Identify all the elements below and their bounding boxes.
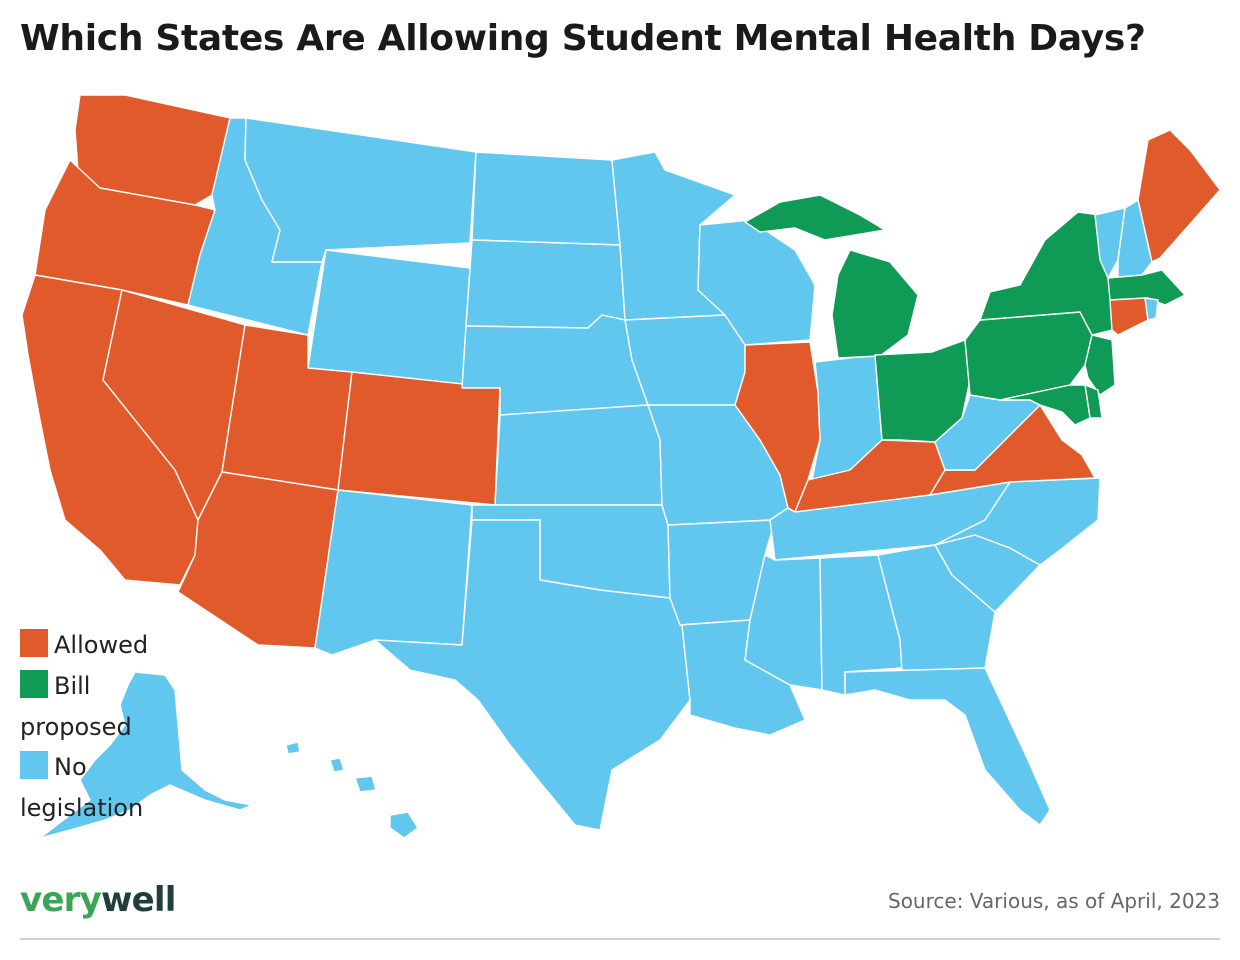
state-ak [39, 671, 253, 839]
state-co [337, 371, 501, 506]
brand-logo: verywell [20, 880, 176, 920]
state-nj [1084, 334, 1116, 396]
legend-item-none: No legislation [20, 747, 195, 829]
brand-logo-part2: well [100, 880, 176, 920]
state-hi-islands-2 [285, 741, 301, 755]
state-hi-islands-3 [354, 775, 377, 793]
legend-label-proposed: Bill proposed [20, 671, 132, 741]
brand-logo-part1: very [20, 880, 102, 920]
source-note: Source: Various, as of April, 2023 [888, 889, 1220, 913]
state-nd [471, 151, 621, 246]
footer-divider [20, 938, 1220, 940]
state-hi [389, 811, 419, 839]
state-mi-lower [831, 249, 919, 359]
state-fl [844, 667, 1051, 826]
legend-swatch-none [20, 751, 48, 780]
legend-swatch-allowed [20, 629, 48, 657]
state-md [999, 384, 1091, 426]
state-tx [374, 519, 691, 831]
state-ct [1109, 297, 1149, 336]
state-mt [244, 117, 477, 263]
state-hi-islands [329, 757, 345, 773]
state-ks [494, 404, 663, 506]
legend-item-allowed: Allowed [20, 625, 195, 666]
legend-item-proposed: Bill proposed [20, 666, 195, 748]
state-sd [465, 239, 626, 329]
state-nm [314, 489, 473, 656]
state-me [1137, 129, 1221, 263]
legend-swatch-proposed [20, 669, 48, 698]
legend-label-none: No legislation [20, 753, 144, 823]
state-wy [307, 249, 471, 389]
legend-label-allowed: Allowed [54, 631, 149, 659]
state-nc [934, 477, 1101, 566]
legend: Allowed Bill proposed No legislation [20, 625, 195, 829]
state-mi [744, 194, 886, 241]
chart-title: Which States Are Allowing Student Mental… [20, 18, 1146, 59]
state-ri [1144, 297, 1159, 321]
